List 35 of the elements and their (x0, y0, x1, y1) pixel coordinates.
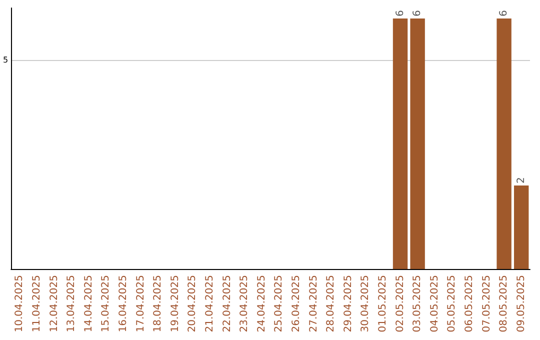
x-tick-label: 20.04.2025 (187, 275, 198, 332)
y-tick-label: 5 (2, 56, 8, 65)
x-tick-label: 29.04.2025 (342, 275, 354, 332)
x-tick-label: 01.05.2025 (377, 275, 388, 332)
x-tick-label: 03.05.2025 (412, 275, 424, 332)
x-tick-label: 04.05.2025 (429, 275, 440, 332)
x-tick-label: 07.05.2025 (481, 275, 492, 332)
x-tick-label: 19.04.2025 (170, 275, 181, 332)
x-tick-label: 26.04.2025 (290, 275, 302, 332)
x-tick-label: 02.05.2025 (394, 275, 406, 332)
data-label: 6 (394, 10, 406, 16)
x-tick-label: 21.04.2025 (204, 275, 216, 332)
x-tick-label: 15.04.2025 (100, 275, 112, 332)
x-tick-label: 06.05.2025 (464, 275, 475, 332)
x-tick-label: 28.04.2025 (326, 275, 337, 332)
data-label: 6 (412, 10, 424, 16)
x-tick-label: 16.04.2025 (118, 275, 130, 332)
x-tick-label: 14.04.2025 (83, 275, 94, 332)
x-tick-label: 09.05.2025 (516, 275, 527, 332)
x-tick-label: 24.04.2025 (256, 275, 268, 332)
x-tick-label: 30.04.2025 (360, 275, 372, 332)
x-tick-label: 27.04.2025 (308, 275, 320, 332)
x-tick-label: 08.05.2025 (498, 275, 510, 332)
x-tick-label: 13.04.2025 (66, 275, 78, 332)
x-tick-label: 18.04.2025 (152, 275, 164, 332)
x-tick-label: 10.04.2025 (14, 275, 26, 332)
x-tick-label: 17.04.2025 (135, 275, 146, 332)
x-tick-label: 11.04.2025 (32, 275, 43, 332)
x-tick-label: 25.04.2025 (274, 275, 285, 332)
x-tick-label: 23.04.2025 (239, 275, 250, 332)
x-tick-label: 12.04.2025 (48, 275, 60, 332)
x-tick-label: 05.05.2025 (446, 275, 458, 332)
data-label: 6 (498, 10, 510, 16)
x-tick-label: 22.04.2025 (222, 275, 233, 332)
data-label: 2 (516, 177, 527, 184)
